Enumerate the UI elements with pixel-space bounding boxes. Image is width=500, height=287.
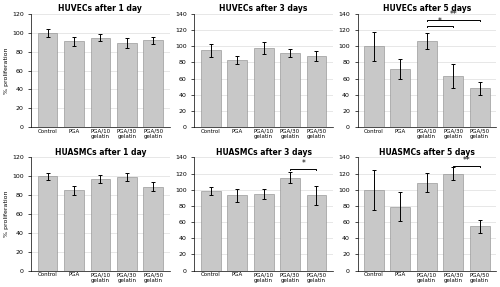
Bar [280,178,300,271]
Bar [306,195,326,271]
Bar [227,60,247,127]
Title: HUASMCs after 5 days: HUASMCs after 5 days [379,148,474,157]
Text: **: ** [462,156,470,165]
Bar [390,207,410,271]
Title: HUASMCs after 1 day: HUASMCs after 1 day [54,148,146,157]
Bar [444,174,463,271]
Bar [254,194,274,271]
Bar [117,177,137,271]
Bar [117,43,137,127]
Bar [417,41,436,127]
Text: *: * [302,159,305,168]
Bar [144,40,164,127]
Bar [470,226,490,271]
Bar [306,56,326,127]
Bar [38,176,58,271]
Bar [144,187,164,271]
Bar [201,191,220,271]
Bar [417,183,436,271]
Bar [90,179,110,271]
Text: *: * [438,17,442,26]
Bar [254,48,274,127]
Bar [38,33,58,127]
Bar [227,195,247,271]
Bar [64,41,84,127]
Bar [201,50,220,127]
Text: **: ** [450,10,457,19]
Title: HUVECs after 5 days: HUVECs after 5 days [382,4,471,13]
Bar [280,53,300,127]
Bar [364,190,384,271]
Bar [364,46,384,127]
Y-axis label: % proliferation: % proliferation [4,191,9,237]
Y-axis label: % proliferation: % proliferation [4,47,9,94]
Title: HUVECs after 3 days: HUVECs after 3 days [220,4,308,13]
Title: HUASMCs after 3 days: HUASMCs after 3 days [216,148,312,157]
Bar [470,88,490,127]
Bar [90,38,110,127]
Bar [64,191,84,271]
Bar [444,76,463,127]
Bar [390,69,410,127]
Title: HUVECs after 1 day: HUVECs after 1 day [58,4,142,13]
